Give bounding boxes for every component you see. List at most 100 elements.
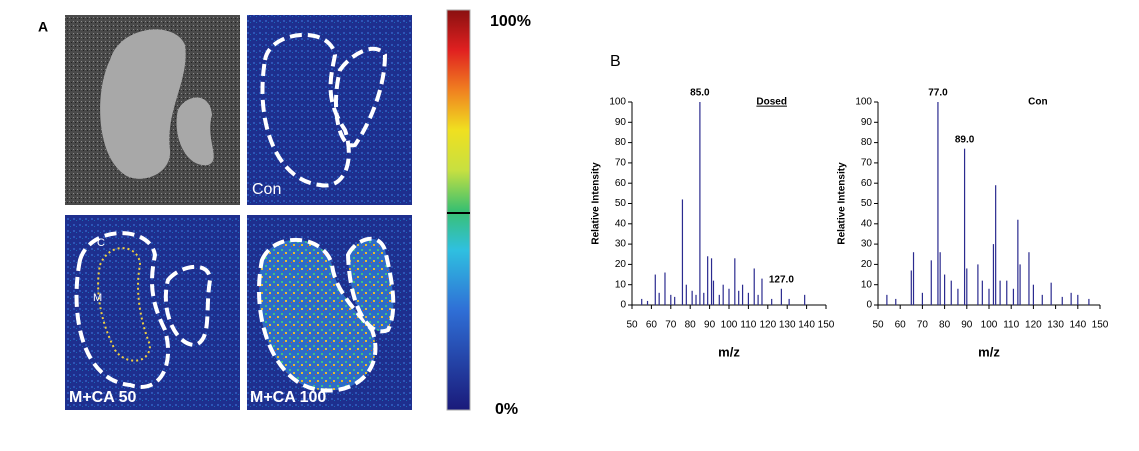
x-tick-label: 150 [1092,320,1109,331]
peak [944,274,946,305]
y-tick-label: 100 [855,97,872,108]
outline [163,264,213,348]
scale-min: 0% [495,401,518,418]
x-tick-label: 70 [665,320,677,331]
region-label: C [97,237,105,249]
x-axis-label: m/z [978,344,1000,359]
peak [757,294,759,305]
x-tick-label: 50 [872,320,884,331]
peak [658,292,660,305]
y-tick-label: 80 [615,137,627,148]
x-tick-label: 60 [646,320,658,331]
peak [937,102,939,305]
peak [761,278,763,305]
x-tick-label: 140 [798,320,815,331]
y-tick-label: 70 [861,158,873,169]
peak [1012,288,1015,305]
peak [921,292,923,305]
y-tick-label: 10 [861,279,873,290]
y-tick-label: 70 [615,158,627,169]
x-tick-label: 110 [740,320,756,331]
color-bar [446,9,471,411]
peak [939,252,941,305]
peak [707,256,709,305]
peak [1006,280,1008,305]
x-tick-label: 120 [1025,320,1042,331]
outline [257,237,378,393]
outline [260,33,351,188]
image-label: M+CA 100 [250,389,326,406]
peak [753,268,755,305]
x-tick-label: 100 [721,320,738,331]
peak [981,280,983,305]
x-tick-label: 150 [818,320,835,331]
y-axis-label: Relative Intensity [591,162,602,245]
peak [910,270,912,305]
peak-label: 127.0 [769,274,794,285]
y-tick-label: 90 [861,117,873,128]
y-tick-label: 20 [861,259,873,270]
peak [712,280,715,305]
panel-label: B [610,53,621,70]
peak [1050,282,1052,305]
peak [691,290,693,305]
peak [999,280,1001,305]
outline [74,231,171,389]
x-tick-label: 90 [961,320,973,331]
panel-label: A [38,19,48,35]
peak [804,294,806,305]
peak-label: 77.0 [928,88,948,99]
peak [685,284,687,305]
peak [950,280,952,305]
scale-max: 100% [490,13,531,30]
peak [992,244,995,305]
y-tick-label: 30 [861,239,873,250]
peak [718,294,720,305]
y-tick-label: 0 [866,300,872,311]
x-tick-label: 70 [917,320,929,331]
peak-label: 89.0 [955,134,975,145]
image-label: M+CA 50 [69,389,137,406]
peak [963,148,966,305]
x-tick-label: 110 [1003,320,1019,331]
y-tick-label: 50 [861,198,873,209]
peak [966,268,968,305]
peak [1041,294,1043,305]
x-tick-label: 130 [779,320,796,331]
peak [1019,264,1021,305]
outline [333,46,388,148]
x-tick-label: 90 [704,320,716,331]
peak [641,298,643,305]
y-tick-label: 10 [615,279,627,290]
y-tick-label: 40 [861,218,873,229]
peak [747,292,749,305]
y-tick-label: 0 [620,300,626,311]
peak [699,102,701,305]
peak [670,294,672,305]
y-tick-label: 40 [615,218,627,229]
y-tick-label: 100 [609,97,626,108]
outline [345,236,396,334]
chart-title: Dosed [756,97,787,108]
y-tick-label: 20 [615,259,627,270]
y-tick-label: 60 [615,178,627,189]
y-tick-label: 30 [615,239,627,250]
y-tick-label: 50 [615,198,627,209]
peak [995,185,997,305]
peak [738,290,740,305]
chart-title: Con [1028,97,1047,108]
x-tick-label: 60 [895,320,907,331]
x-tick-label: 130 [1047,320,1064,331]
x-axis-label: m/z [718,344,740,359]
x-tick-label: 100 [981,320,998,331]
peak [886,294,888,305]
peak [695,294,697,305]
peak [734,258,736,305]
peak [771,298,773,305]
peak [895,298,897,305]
organ [100,29,186,179]
y-tick-label: 60 [861,178,873,189]
peak [988,288,990,305]
peak [912,252,915,305]
